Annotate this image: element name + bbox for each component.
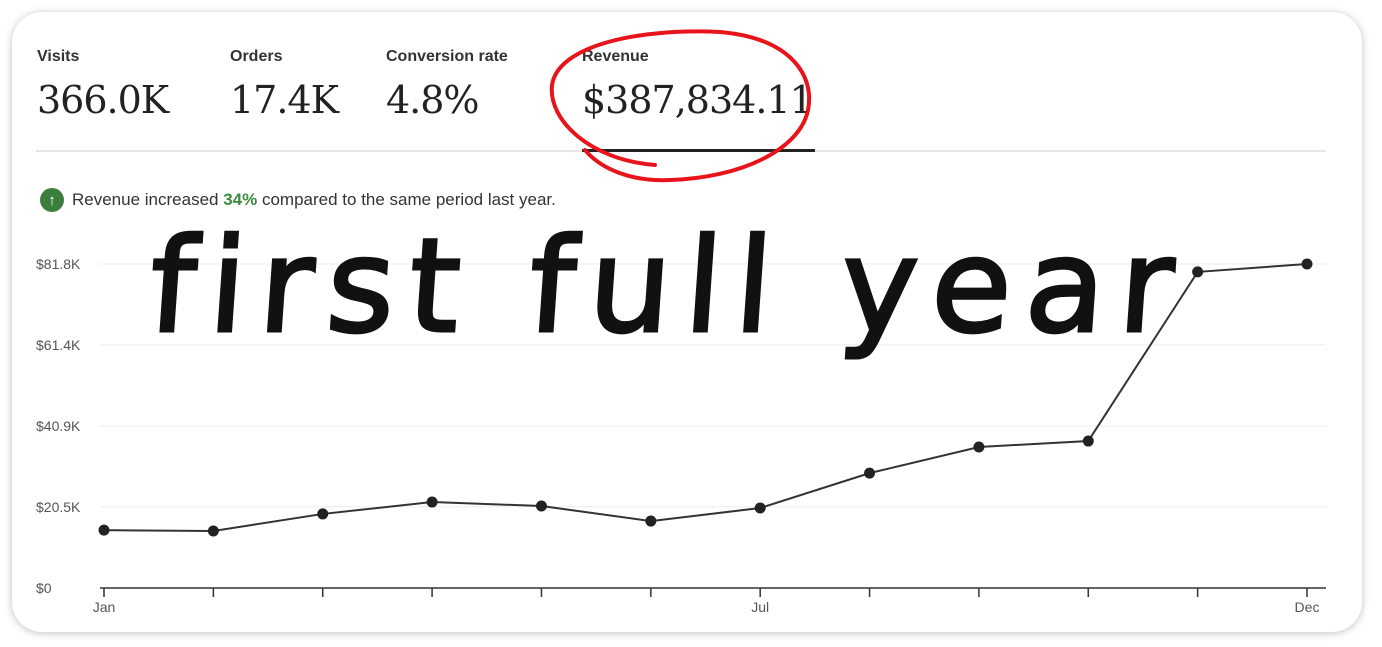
data-point (1082, 435, 1094, 447)
metric-value: 17.4K (230, 78, 339, 122)
comparison-note: ↑ Revenue increased 34% compared to the … (40, 188, 556, 212)
y-tick-label: $61.4K (36, 337, 81, 353)
x-tick-label: Jan (93, 599, 116, 615)
data-point (207, 525, 219, 537)
data-point (864, 467, 876, 479)
handwritten-annotation: first full year (143, 209, 1194, 364)
metric-orders[interactable]: Orders 17.4K (230, 48, 339, 122)
data-point (317, 508, 329, 520)
metric-value: 4.8% (386, 78, 480, 122)
metric-conversion-rate[interactable]: Conversion rate 4.8% (386, 48, 508, 122)
data-point (535, 500, 547, 512)
data-point (98, 524, 110, 536)
metric-label: Conversion rate (386, 48, 508, 65)
y-tick-label: $81.8K (36, 256, 81, 272)
x-tick-label: Jul (751, 599, 769, 615)
note-text: Revenue increased 34% compared to the sa… (72, 190, 556, 209)
y-tick-label: $20.5K (36, 499, 81, 515)
metric-label: Visits (37, 48, 80, 65)
data-point (973, 441, 985, 453)
metric-visits[interactable]: Visits 366.0K (37, 48, 169, 122)
metric-label: Orders (230, 48, 283, 65)
data-point (426, 496, 438, 508)
data-point (754, 502, 766, 514)
y-tick-label: $40.9K (36, 418, 81, 434)
y-tick-label: $0 (36, 580, 52, 596)
x-tick-label: Dec (1295, 599, 1320, 615)
metric-value: 366.0K (37, 78, 169, 122)
series-line (103, 263, 1308, 532)
data-point (1192, 266, 1204, 278)
arrow-up-circle-icon: ↑ (40, 188, 64, 212)
data-point (1301, 258, 1313, 270)
data-point (645, 515, 657, 527)
percent-change: 34% (223, 190, 258, 209)
